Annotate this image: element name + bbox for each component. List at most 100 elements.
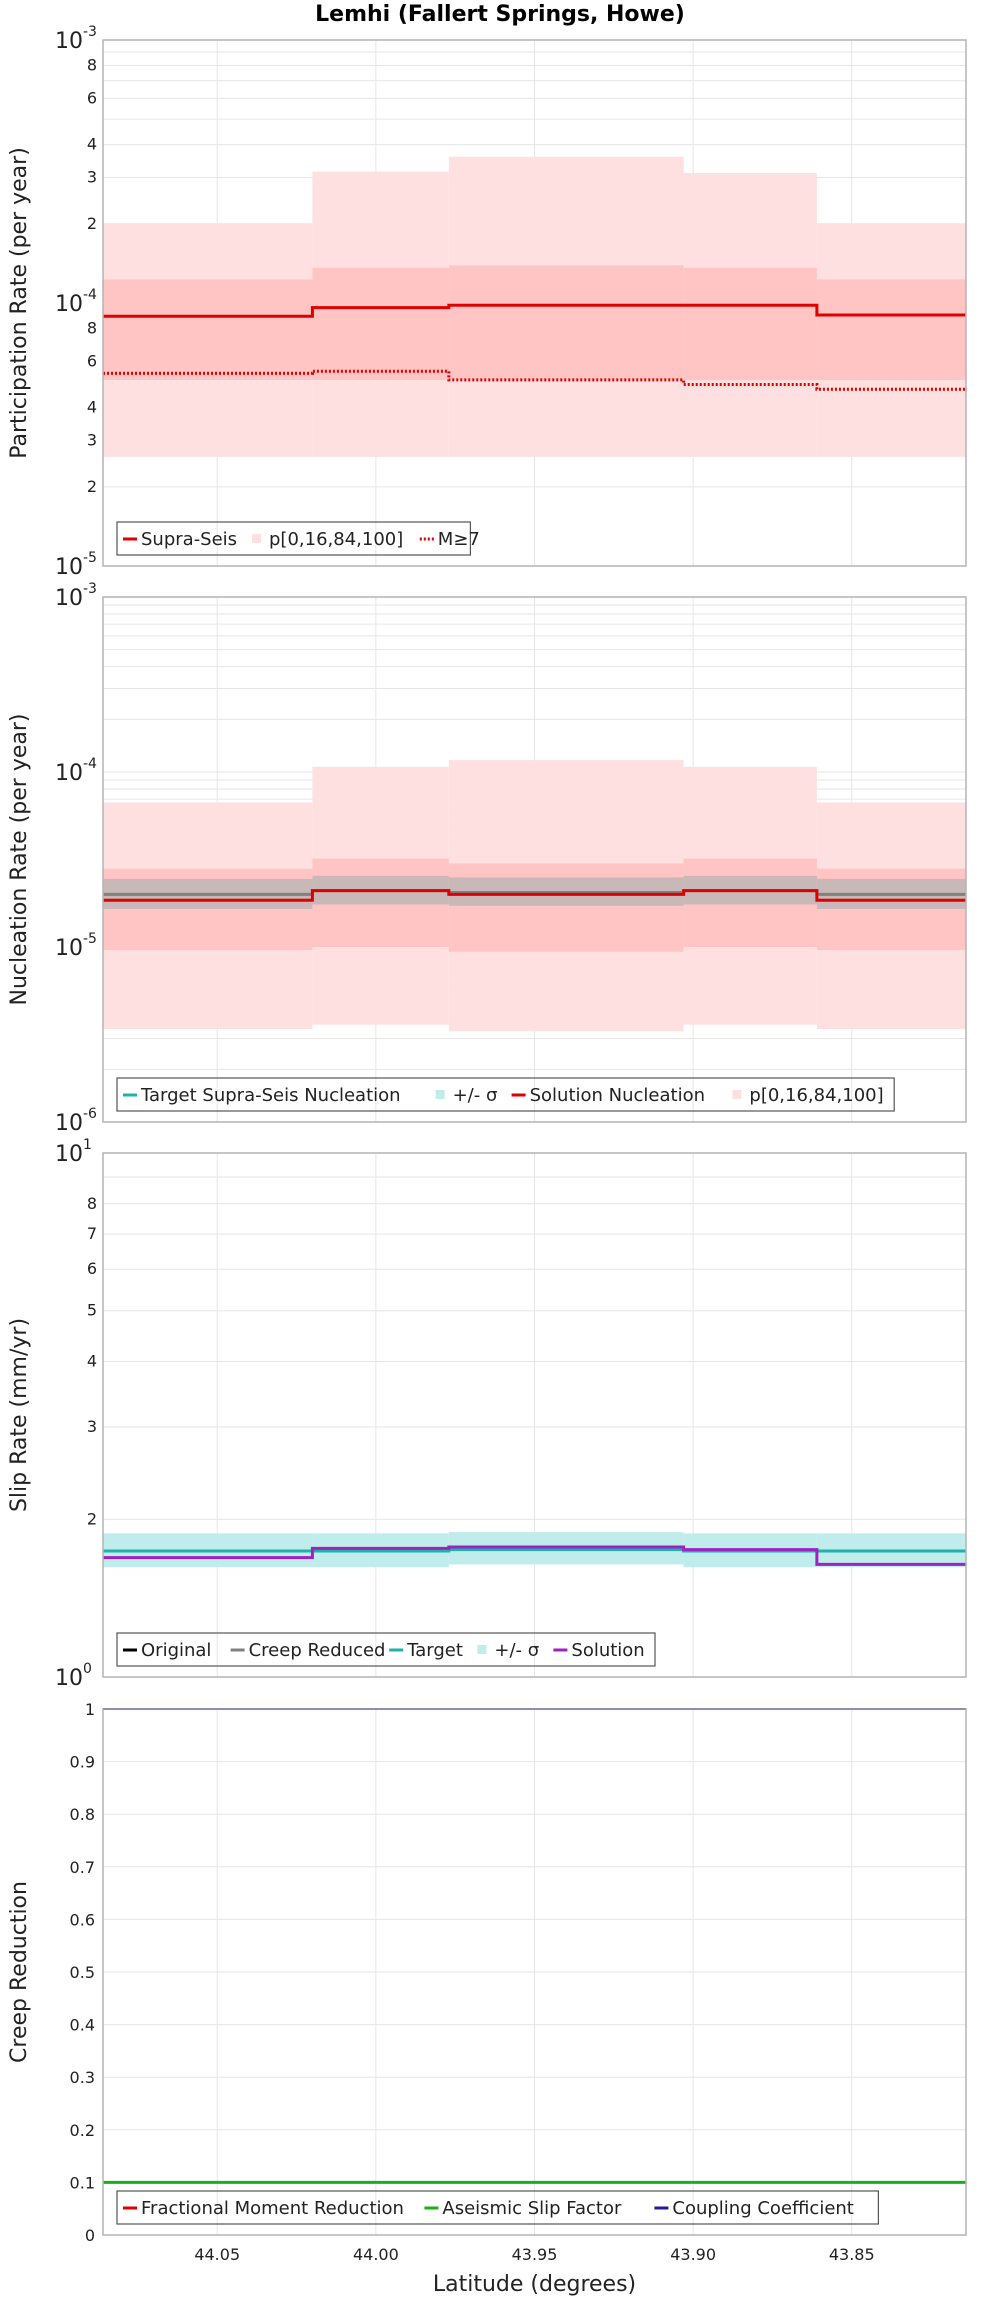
- plot-frame: [102, 39, 967, 567]
- legend-frame: [116, 2190, 880, 2225]
- band-inner: [312, 267, 449, 380]
- y-tick-label-power-base: 10: [55, 761, 83, 786]
- band-inner: [816, 279, 966, 380]
- y-tick-label-power-base: 10: [55, 29, 83, 54]
- y-tick-label-power-exponent: -5: [83, 931, 97, 947]
- y-tick-label: 0.1: [70, 2173, 95, 2192]
- legend-label: Supra-Seis: [141, 529, 237, 550]
- y-tick-label: 3: [87, 1417, 97, 1436]
- legend-label: Fractional Moment Reduction: [141, 2198, 404, 2219]
- y-tick-label-power-exponent: -4: [83, 287, 97, 303]
- plot-frame: [102, 1708, 967, 2236]
- legend-frame: [116, 1632, 656, 1667]
- y-axis-label: Participation Rate (per year): [7, 147, 32, 459]
- y-tick-label: 6: [87, 351, 97, 370]
- series-line-m-7: [103, 369, 966, 391]
- series-line-solution-nucleation: [103, 889, 966, 902]
- y-tick-label-power-base: 10: [55, 1111, 83, 1136]
- y-tick-label-power-base: 10: [55, 292, 83, 317]
- x-tick-label: 43.95: [512, 2245, 558, 2264]
- y-tick-label: 4: [87, 398, 97, 417]
- y-tick-label: 4: [87, 1352, 97, 1371]
- y-tick-label-power-exponent: 0: [83, 1661, 92, 1677]
- y-tick-label: 7: [87, 1224, 97, 1243]
- y-tick-label: 0.4: [70, 2016, 95, 2035]
- y-tick-label: 0.6: [70, 1910, 95, 1929]
- y-tick-label-power-exponent: 1: [83, 1137, 92, 1153]
- y-tick-label-power: 10 -4: [55, 756, 97, 786]
- legend-label: Target Supra-Seis Nucleation: [140, 1085, 401, 1106]
- y-axis-label: Nucleation Rate (per year): [7, 714, 32, 1006]
- x-tick-label: 43.85: [829, 2245, 875, 2264]
- y-tick-label-power: 10 -5: [55, 550, 97, 580]
- y-tick-label: 3: [87, 168, 97, 187]
- y-tick-label-power-base: 10: [55, 1666, 83, 1691]
- legend: Fractional Moment Reduction Aseismic Slip…: [116, 2190, 880, 2225]
- y-tick-label: 1: [85, 1700, 95, 1719]
- x-tick-label: 44.05: [194, 2245, 240, 2264]
- legend-symbol: [477, 1645, 487, 1654]
- band-inner: [683, 267, 817, 380]
- legend: Original Creep Reduced Target +/- σ Solution: [116, 1632, 656, 1667]
- legend-label: p[0,16,84,100]: [269, 529, 403, 550]
- y-tick-label: 4: [87, 135, 97, 154]
- y-tick-label: 2: [87, 1509, 97, 1528]
- y-tick-label: 0.2: [70, 2121, 95, 2140]
- y-tick-label-power: 10 -6: [55, 1106, 97, 1136]
- series-line-supra-seis: [103, 303, 966, 318]
- panel-3: 2 3 4 5 6 7 8 Slip Rate (mm/yr) Original Creep Re…: [7, 1152, 967, 1678]
- y-tick-label-power: 10 -4: [55, 287, 97, 317]
- legend-label: Solution: [571, 1640, 644, 1661]
- panel-2: Nucleation Rate (per year) Target Supra-S…: [7, 596, 967, 1123]
- legend-frame: [116, 1077, 895, 1112]
- y-tick-label-power-base: 10: [55, 586, 83, 611]
- legend-symbol: [732, 1090, 742, 1099]
- y-axis-label: Slip Rate (mm/yr): [7, 1318, 32, 1512]
- y-tick-label-power-exponent: -5: [83, 550, 97, 566]
- legend-label: M≥7: [438, 529, 480, 550]
- legend-symbol: [252, 534, 261, 543]
- x-tick-label: 44.00: [353, 2245, 399, 2264]
- y-tick-label-power-exponent: -6: [83, 1106, 97, 1122]
- band-inner: [103, 279, 313, 380]
- y-tick-label-power-base: 10: [55, 1142, 83, 1167]
- y-tick-label-power-exponent: -4: [83, 756, 97, 772]
- legend-label: Aseismic Slip Factor: [442, 2198, 622, 2219]
- y-tick-label-power-exponent: -3: [83, 24, 97, 40]
- y-tick-label: 0.7: [70, 1858, 95, 1877]
- panel-4: 0 0.1 0.2 0.3 0.4 0.5 0.6 0.7 0.8 0.9 1 Creep Reduc…: [7, 1700, 967, 2245]
- panel-1: 2 3 4 6 8 2 3 4 6 8 Participation Rate (per year) S…: [7, 39, 967, 567]
- band-inner: [448, 265, 684, 380]
- plot-frame: [102, 1152, 967, 1678]
- legend-label: Coupling Coefficient: [672, 2198, 853, 2219]
- legend: Supra-Seis p[0,16,84,100] M≥7: [116, 521, 480, 556]
- y-tick-label-power-base: 10: [55, 555, 83, 580]
- y-tick-label: 0.3: [70, 2068, 95, 2087]
- y-tick-label: 8: [87, 55, 97, 74]
- y-tick-label: 6: [87, 88, 97, 107]
- legend-label: Creep Reduced: [249, 1640, 386, 1661]
- y-tick-label-power: 10 0: [55, 1661, 92, 1691]
- y-tick-label: 0.5: [70, 1963, 95, 1982]
- y-tick-label-power: 10 -5: [55, 931, 97, 961]
- y-axis-label: Creep Reduction: [7, 1881, 32, 2063]
- chart-title: Lemhi (Fallert Springs, Howe): [315, 2, 685, 27]
- y-tick-label: 2: [87, 477, 97, 496]
- y-tick-label: 0: [85, 2226, 95, 2245]
- y-tick-label: 8: [87, 318, 97, 337]
- legend-label: +/- σ: [453, 1085, 498, 1106]
- y-tick-label-power: 10 1: [55, 1137, 92, 1167]
- y-tick-label: 0.8: [70, 1805, 95, 1824]
- x-axis-label: Latitude (degrees): [433, 2272, 636, 2297]
- y-tick-label: 8: [87, 1194, 97, 1213]
- y-tick-label: 5: [87, 1301, 97, 1320]
- legend-label: Target: [406, 1640, 463, 1661]
- legend-label: p[0,16,84,100]: [749, 1085, 883, 1106]
- y-tick-label-power: 10 -3: [55, 581, 97, 611]
- series-line-solution: [103, 1545, 966, 1566]
- y-tick-label: 2: [87, 214, 97, 233]
- y-tick-label: 0.9: [70, 1753, 95, 1772]
- y-tick-label: 6: [87, 1259, 97, 1278]
- plot-frame: [102, 596, 967, 1123]
